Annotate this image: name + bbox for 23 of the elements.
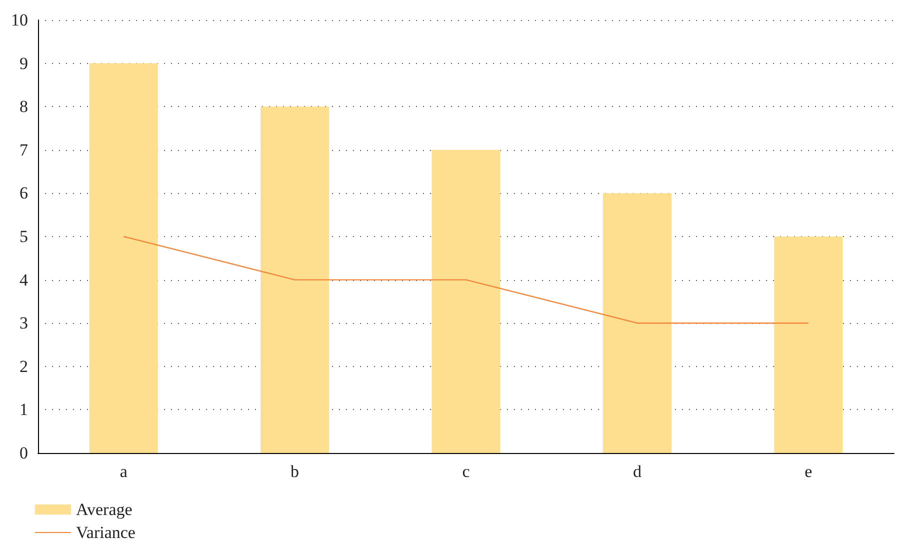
y-tick-label: 0 [20,444,28,462]
legend-label: Average [76,500,132,519]
y-tick-label: 4 [20,270,28,290]
y-tick-label: 1 [20,400,28,420]
x-tick-label: c [462,462,470,481]
x-tick-label: a [120,462,128,481]
y-tick-label: 9 [20,54,28,73]
x-tick-label: b [290,462,300,481]
y-tick-label: 8 [20,97,28,116]
y-tick-label: 3 [20,314,28,333]
x-tick-label: d [632,462,642,481]
y-tick-label: 7 [20,140,28,160]
y-tick-label: 6 [20,184,28,203]
bar [774,236,843,453]
bar [602,193,672,453]
bar [260,106,330,453]
legend-label: Variance [76,523,136,542]
y-tick-label: 10 [11,10,28,30]
y-tick-label: 2 [20,356,28,376]
x-tick-label: e [804,462,812,481]
y-tick-label: 5 [20,227,28,246]
bar [89,63,158,453]
bar [432,150,500,453]
